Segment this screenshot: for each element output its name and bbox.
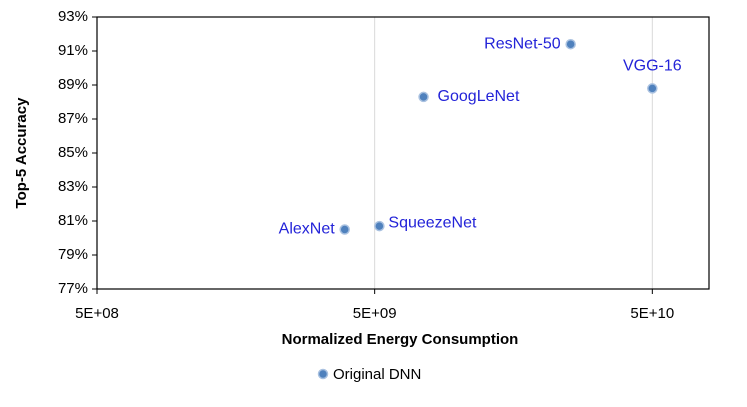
point-label: GoogLeNet — [438, 88, 520, 105]
point-label: SqueezeNet — [388, 214, 477, 231]
y-tick-label: 79% — [58, 246, 88, 263]
point-label: AlexNet — [279, 221, 336, 238]
y-tick-label: 87% — [58, 110, 88, 127]
y-tick-label: 85% — [58, 144, 88, 161]
y-tick-label: 83% — [58, 178, 88, 195]
y-tick-label: 77% — [58, 280, 88, 297]
x-tick-label: 5E+08 — [75, 305, 119, 322]
x-tick-label: 5E+09 — [353, 305, 397, 322]
plot-frame — [96, 16, 710, 290]
point-label: ResNet-50 — [484, 35, 561, 52]
y-tick-label: 89% — [58, 76, 88, 93]
y-axis-title: Top-5 Accuracy — [13, 97, 30, 209]
point-label: VGG-16 — [623, 58, 682, 75]
y-tick-label: 81% — [58, 212, 88, 229]
point — [339, 224, 350, 235]
point — [418, 91, 429, 103]
point — [565, 38, 576, 50]
x-axis-title: Normalized Energy Consumption — [282, 331, 519, 348]
legend-label: Original DNN — [333, 366, 421, 383]
point — [374, 220, 385, 232]
y-tick-label: 93% — [58, 8, 88, 25]
x-tick-label: 5E+10 — [630, 305, 674, 322]
point — [647, 83, 658, 94]
legend-marker — [317, 368, 329, 380]
y-tick-label: 91% — [58, 42, 88, 59]
